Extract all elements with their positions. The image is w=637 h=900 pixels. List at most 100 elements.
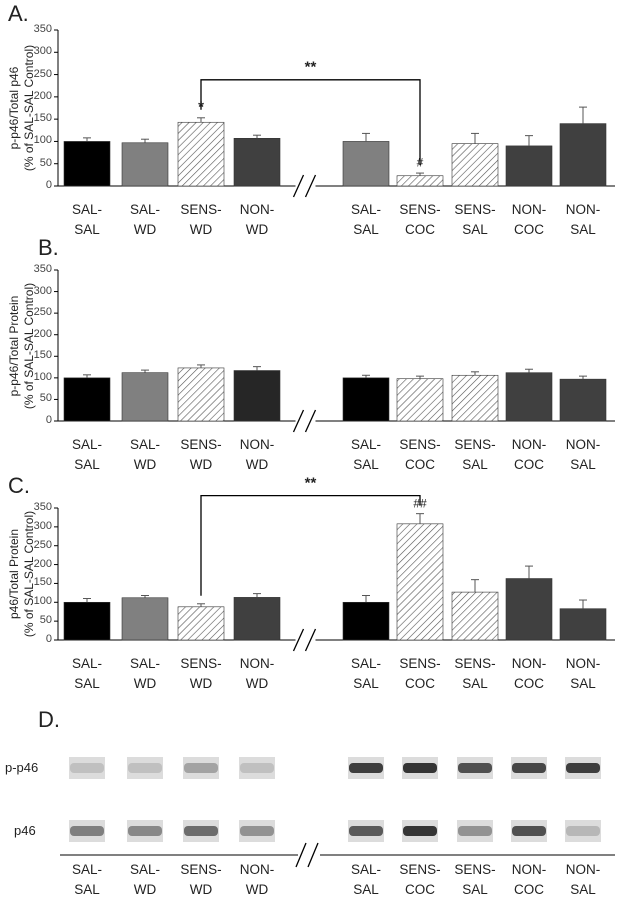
significance-bracket — [200, 495, 421, 596]
x-tick-label: NON- COC — [511, 202, 547, 237]
y-tick-label: 0 — [45, 633, 52, 646]
axis-break — [292, 409, 305, 433]
axis-break — [307, 842, 319, 868]
x-tick-label: NON- COC — [511, 656, 547, 691]
y-tick-label: 250 — [33, 306, 52, 319]
panel-label: C. — [8, 473, 30, 498]
x-tick-label: SENS- WD — [180, 202, 222, 237]
x-tick-label: SAL- SAL — [350, 437, 382, 472]
x-tick-label: SAL- SAL — [71, 202, 103, 237]
bar — [559, 608, 607, 641]
blot-band — [70, 763, 104, 773]
y-tick-label: 100 — [33, 595, 52, 608]
blot-band — [566, 763, 600, 773]
x-tick-label: NON- SAL — [565, 656, 601, 691]
lane-label: SENS- SAL — [454, 862, 496, 897]
y-tick-label: 50 — [39, 614, 52, 627]
blot-band — [458, 763, 492, 773]
bar — [396, 175, 444, 187]
y-tick-label: 150 — [33, 112, 52, 125]
blot-band — [240, 826, 274, 836]
bar — [63, 377, 111, 422]
lane-label: NON- COC — [511, 862, 547, 897]
annotation: # — [416, 155, 424, 170]
y-tick-label: 300 — [33, 45, 52, 58]
x-tick-label: SAL- SAL — [71, 656, 103, 691]
bar — [396, 523, 444, 641]
significance-label: ** — [304, 474, 317, 492]
bar — [559, 378, 607, 422]
x-tick-label: SENS- SAL — [454, 202, 496, 237]
significance-label: ** — [304, 58, 317, 76]
blot-lane — [457, 820, 493, 842]
blot-band — [70, 826, 104, 836]
y-axis-label: p46/Total Protein (% of SAL-SAL Control) — [7, 510, 36, 638]
blot-band — [403, 826, 437, 836]
blot-band — [566, 826, 600, 836]
lane-label: SENS- COC — [399, 862, 441, 897]
blot-lane — [565, 820, 601, 842]
blot-lane — [239, 820, 275, 842]
blot-band — [184, 763, 218, 773]
annotation: ## — [413, 496, 427, 511]
y-tick-label: 150 — [33, 576, 52, 589]
x-tick-label: SAL- SAL — [71, 437, 103, 472]
bar — [233, 597, 281, 641]
y-tick-label: 0 — [45, 179, 52, 192]
row-label: p46 — [14, 822, 36, 838]
lane-label: NON- SAL — [565, 862, 601, 897]
x-tick-label: NON- SAL — [565, 202, 601, 237]
bar — [559, 123, 607, 187]
bar — [177, 367, 225, 422]
axis-break — [304, 628, 317, 652]
bar — [177, 121, 225, 187]
x-tick-label: SENS- COC — [399, 437, 441, 472]
y-tick-label: 350 — [33, 23, 52, 36]
bar — [342, 141, 390, 187]
bar — [451, 374, 499, 422]
x-tick-label: NON- COC — [511, 437, 547, 472]
blot-band — [349, 826, 383, 836]
x-tick-label: SAL- WD — [129, 202, 161, 237]
x-tick-label: SENS- WD — [180, 437, 222, 472]
axis-break — [292, 628, 305, 652]
lane-label: NON- WD — [239, 862, 275, 897]
significance-bracket — [200, 79, 421, 166]
blot-band — [512, 826, 546, 836]
y-tick-label: 100 — [33, 370, 52, 383]
blot-band — [403, 763, 437, 773]
bar — [177, 606, 225, 641]
panel-label: A. — [8, 1, 29, 26]
y-tick-label: 300 — [33, 284, 52, 297]
blot-lane — [69, 757, 105, 779]
y-tick-label: 0 — [45, 414, 52, 427]
annotation: * — [198, 98, 204, 116]
bar — [505, 372, 553, 422]
bar — [121, 372, 169, 422]
blot-band — [128, 826, 162, 836]
lane-label: SENS- WD — [180, 862, 222, 897]
y-tick-label: 250 — [33, 67, 52, 80]
bar — [63, 141, 111, 187]
bar — [121, 142, 169, 187]
y-tick-label: 300 — [33, 519, 52, 532]
y-axis-label: p-p46/Total Protein (% of SAL-SAL Contro… — [7, 282, 36, 409]
x-tick-label: NON- WD — [239, 656, 275, 691]
x-tick-label: SENS- COC — [399, 656, 441, 691]
x-tick-label: SAL- SAL — [350, 202, 382, 237]
panel-label: B. — [38, 235, 59, 260]
blot-lane — [239, 757, 275, 779]
y-tick-label: 250 — [33, 538, 52, 551]
x-tick-label: NON- WD — [239, 437, 275, 472]
axis-break — [292, 174, 305, 198]
x-tick-label: NON- WD — [239, 202, 275, 237]
bar — [505, 578, 553, 641]
x-tick-label: SENS- COC — [399, 202, 441, 237]
axis-break — [295, 842, 307, 868]
y-tick-label: 100 — [33, 134, 52, 147]
y-tick-label: 200 — [33, 557, 52, 570]
x-tick-label: SAL- WD — [129, 656, 161, 691]
axis-break — [304, 174, 317, 198]
blot-band — [458, 826, 492, 836]
